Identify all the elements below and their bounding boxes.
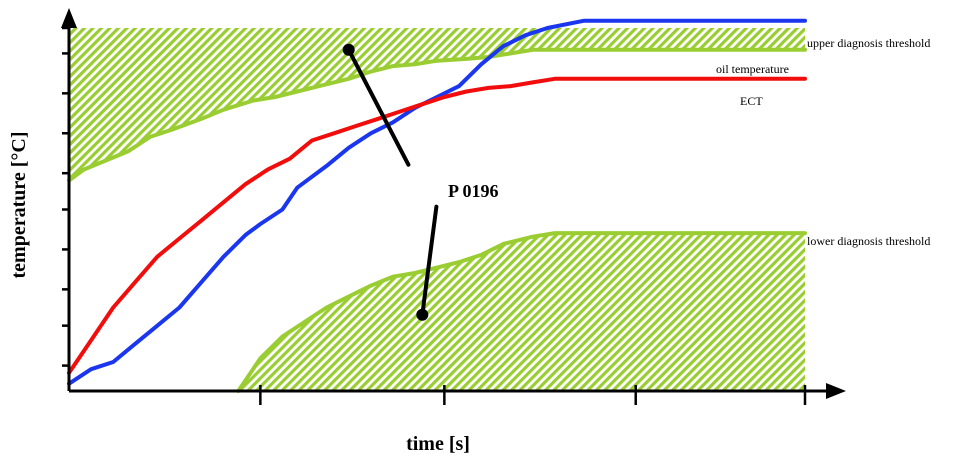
upper-threshold-label: upper diagnosis threshold: [807, 36, 930, 50]
annotation-pointer-dot: [416, 308, 429, 321]
annotation-pointer-line: [420, 204, 439, 317]
ect-label: ECT: [740, 94, 763, 108]
annotation-pointer-dot: [342, 43, 355, 56]
upper-diagnosis-threshold-hatched-area: [69, 28, 805, 181]
lower-threshold-label: lower diagnosis threshold: [807, 234, 930, 248]
p0196-label: P 0196: [448, 181, 499, 201]
x-axis-arrow-icon: [826, 383, 846, 399]
lower-diagnosis-threshold-hatched-area: [238, 233, 806, 391]
upper-diagnosis-threshold-line: [67, 47, 807, 183]
oil-temperature-label: oil temperature: [716, 62, 789, 76]
p0196-annotation: [342, 43, 439, 321]
lower-diagnosis-threshold-line: [236, 231, 807, 393]
y-axis-arrow-icon: [61, 8, 77, 28]
ect-line: [67, 76, 807, 375]
x-axis-title: time [s]: [406, 433, 470, 455]
oil-temperature-line: [67, 18, 807, 386]
y-axis-title: temperature [°C]: [8, 131, 30, 278]
annotation-pointer-line: [346, 47, 411, 167]
